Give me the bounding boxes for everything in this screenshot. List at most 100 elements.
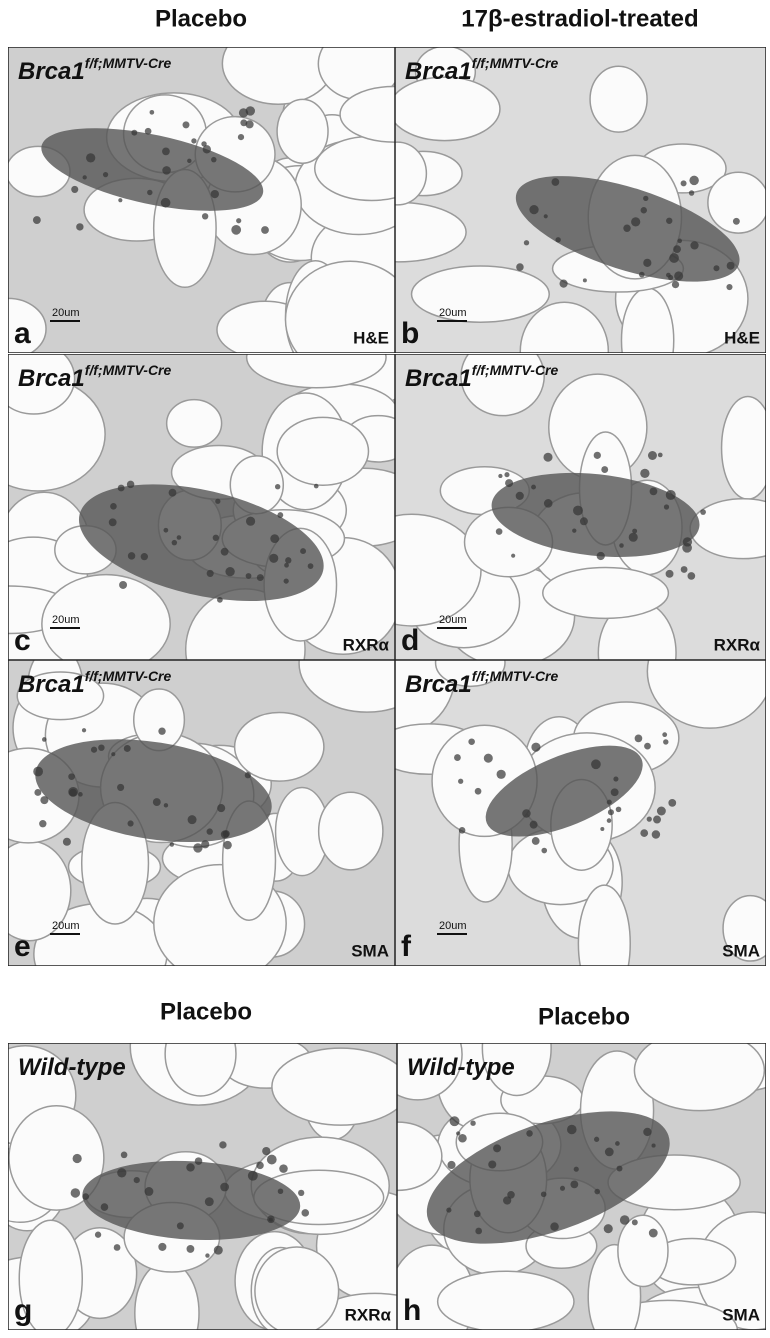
nucleus (681, 566, 688, 573)
nucleus (69, 789, 77, 797)
nucleus (236, 218, 241, 223)
nucleus (652, 830, 660, 838)
fat-cell (235, 712, 324, 781)
nucleus (187, 1245, 195, 1253)
nucleus (493, 1144, 501, 1152)
nucleus (76, 223, 83, 230)
nucleus (505, 479, 513, 487)
nucleus (68, 773, 75, 780)
nucleus (560, 1186, 565, 1191)
nucleus (245, 772, 251, 778)
nucleus (580, 517, 588, 525)
nucleus (217, 597, 223, 603)
nucleus (191, 138, 196, 143)
nucleus (238, 134, 244, 140)
nucleus (82, 1193, 89, 1200)
column-header: Placebo (160, 998, 252, 1025)
nucleus (541, 1191, 547, 1197)
genotype: Brca1 (405, 671, 472, 698)
nucleus (607, 818, 612, 823)
nucleus (713, 265, 719, 271)
column-header: 17β-estradiol-treated (461, 5, 698, 32)
scale-label: 20um (439, 307, 467, 319)
nucleus (279, 1164, 288, 1173)
nucleus (134, 1177, 140, 1183)
scale-label: 20um (52, 614, 80, 626)
nucleus (183, 121, 190, 128)
stain-label: H&E (724, 328, 760, 347)
nucleus (262, 1147, 270, 1155)
nucleus (111, 752, 115, 756)
nucleus (91, 747, 97, 753)
nucleus (583, 278, 587, 282)
nucleus (217, 804, 225, 812)
nucleus (127, 481, 134, 488)
nucleus (597, 552, 605, 560)
scale-label: 20um (439, 920, 467, 932)
fat-cell (438, 1271, 574, 1332)
nucleus (605, 1148, 614, 1157)
nucleus (611, 788, 619, 796)
nucleus (270, 534, 279, 543)
nucleus (555, 237, 560, 242)
nucleus (632, 1219, 638, 1225)
nucleus (246, 120, 254, 128)
fat-cell (255, 1247, 339, 1335)
nucleus (550, 1222, 558, 1230)
nucleus (34, 789, 41, 796)
nucleus (498, 474, 502, 478)
nucleus (647, 817, 652, 822)
nucleus (86, 153, 95, 162)
panel-letter: f (401, 930, 412, 963)
genotype: Brca1 (18, 671, 85, 698)
scale-label: 20um (52, 307, 80, 319)
nucleus (153, 798, 161, 806)
nucleus (277, 512, 283, 518)
column-header: Placebo (155, 5, 247, 32)
fat-cell (722, 396, 770, 499)
stain-label: RXRα (343, 635, 390, 654)
nucleus (666, 570, 674, 578)
nucleus (643, 196, 648, 201)
nucleus (532, 837, 540, 845)
nucleus (33, 767, 43, 777)
nucleus (669, 253, 679, 263)
nucleus (616, 807, 622, 813)
nucleus (162, 166, 171, 175)
nucleus (109, 518, 117, 526)
micrograph-panel (354, 1001, 770, 1338)
nucleus (620, 1215, 630, 1225)
nucleus (205, 1253, 209, 1257)
nucleus (219, 1141, 226, 1148)
nucleus (668, 275, 673, 280)
nucleus (733, 218, 740, 225)
nucleus (158, 1243, 166, 1251)
nucleus (78, 792, 83, 797)
nucleus (221, 830, 229, 838)
nucleus (560, 280, 568, 288)
nucleus (496, 528, 503, 535)
genotype-label: Wild-type (18, 1054, 126, 1081)
nucleus (522, 809, 531, 818)
nucleus (71, 186, 78, 193)
nucleus (662, 732, 667, 737)
nucleus (504, 472, 509, 477)
panel-letter: a (14, 317, 31, 350)
nucleus (552, 178, 560, 186)
nucleus (677, 239, 682, 244)
nucleus (687, 572, 695, 580)
nucleus (187, 159, 191, 163)
nucleus (475, 788, 482, 795)
nucleus (42, 737, 47, 742)
nucleus (117, 1168, 126, 1177)
nucleus (215, 499, 220, 504)
nucleus (73, 1154, 82, 1163)
nucleus (631, 217, 640, 226)
nucleus (570, 1180, 578, 1188)
panel-letter: h (403, 1294, 421, 1327)
nucleus (141, 553, 148, 560)
nucleus (594, 452, 601, 459)
nucleus (63, 838, 71, 846)
stain-label: RXRα (714, 635, 761, 654)
nucleus (131, 130, 137, 136)
